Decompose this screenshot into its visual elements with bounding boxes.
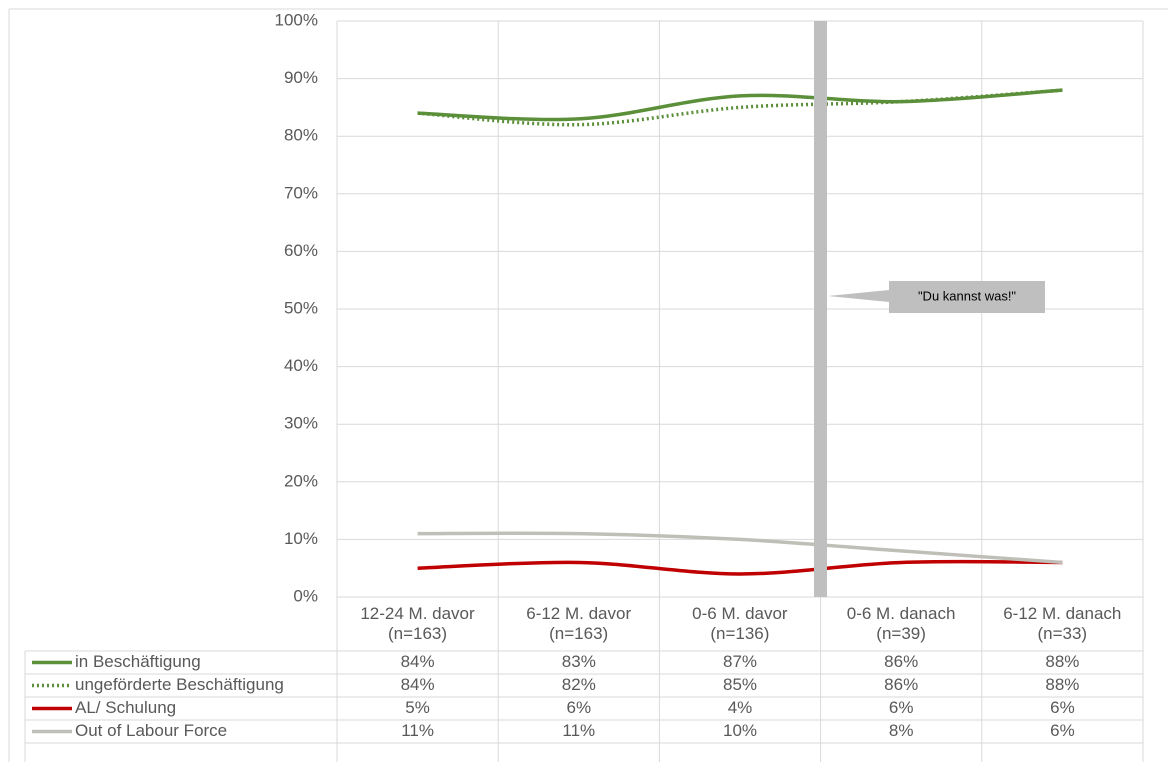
- table-cell: 6%: [889, 698, 914, 717]
- legend-label: Out of Labour Force: [75, 721, 227, 740]
- y-tick-label: 100%: [275, 10, 318, 29]
- x-tick-label: 0-6 M. danach (n=39): [846, 604, 956, 643]
- x-tick-label: 0-6 M. davor (n=136): [692, 604, 788, 643]
- table-cell: 84%: [401, 652, 435, 671]
- x-tick-label: 12-24 M. davor (n=163): [360, 604, 475, 643]
- y-tick-label: 80%: [284, 126, 318, 145]
- legend-label: in Beschäftigung: [75, 652, 201, 671]
- table-cell: 11%: [401, 721, 434, 740]
- x-tick-label: 6-12 M. davor (n=163): [526, 604, 632, 643]
- table-cell: 6%: [1050, 721, 1075, 740]
- y-tick-label: 60%: [284, 241, 318, 260]
- y-tick-label: 50%: [284, 298, 318, 317]
- table-cell: 10%: [723, 721, 757, 740]
- y-tick-label: 30%: [284, 414, 318, 433]
- series-line: [417, 88, 1063, 127]
- table-cell: 85%: [723, 675, 757, 694]
- table-cell: 6%: [1050, 698, 1075, 717]
- legend-label: AL/ Schulung: [75, 698, 176, 717]
- annotation-callout: [828, 281, 1045, 313]
- y-tick-label: 70%: [284, 183, 318, 202]
- table-cell: 11%: [562, 721, 595, 740]
- series-line: [417, 531, 1063, 565]
- y-tick-label: 90%: [284, 68, 318, 87]
- table-cell: 4%: [728, 698, 753, 717]
- table-cell: 5%: [405, 698, 430, 717]
- table-cell: 83%: [562, 652, 596, 671]
- annotation-text: "Du kannst was!": [918, 288, 1016, 303]
- x-tick-label: 6-12 M. danach (n=33): [1003, 604, 1122, 643]
- table-cell: 6%: [567, 698, 592, 717]
- table-cell: 88%: [1045, 675, 1079, 694]
- table-cell: 87%: [723, 652, 757, 671]
- y-tick-label: 40%: [284, 356, 318, 375]
- table-cell: 8%: [889, 721, 914, 740]
- table-cell: 84%: [401, 675, 435, 694]
- y-tick-label: 20%: [284, 471, 318, 490]
- table-cell: 88%: [1045, 652, 1079, 671]
- y-tick-label: 0%: [293, 586, 318, 605]
- table-cell: 86%: [884, 675, 918, 694]
- annotation-bar: [814, 21, 827, 597]
- series-line: [417, 88, 1063, 122]
- legend-label: ungeförderte Beschäftigung: [75, 675, 284, 694]
- table-cell: 82%: [562, 675, 596, 694]
- table-cell: 86%: [884, 652, 918, 671]
- y-tick-label: 10%: [284, 529, 318, 548]
- series-line: [417, 559, 1063, 576]
